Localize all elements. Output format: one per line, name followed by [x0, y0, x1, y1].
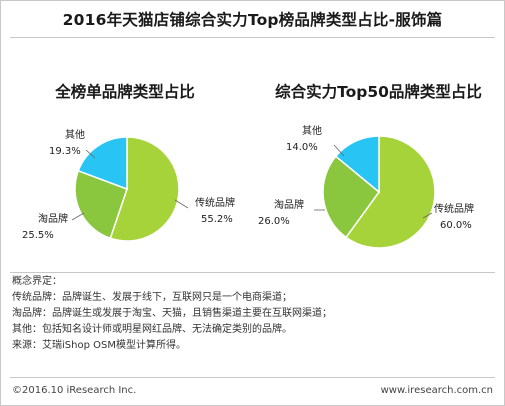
note-traditional: 传统品牌：品牌诞生、发展于线下，互联网只是一个电商渠道；	[12, 292, 292, 303]
pie-slice	[74, 169, 128, 240]
pie-chart-all-brands: 传统品牌 55.2% 淘品牌 25.5% 其他 19.3%	[22, 128, 235, 242]
pie-slice	[77, 136, 128, 191]
pie-slice	[334, 135, 380, 194]
notes-block: 概念界定： 传统品牌：品牌诞生、发展于线下，互联网只是一个电商渠道； 淘品牌：品…	[12, 274, 332, 354]
leader-line	[174, 199, 189, 209]
pie-slice	[345, 135, 436, 249]
slice-value: 55.2%	[201, 214, 233, 225]
note-source: 来源：艾瑞iShop OSM模型计算所得。	[12, 340, 186, 351]
note-taobao: 淘品牌：品牌诞生或发展于淘宝、天猫，且销售渠道主要在互联网渠道；	[12, 308, 332, 319]
leader-line	[71, 212, 85, 221]
leader-line	[85, 149, 96, 159]
pie-chart-top50-brands: 传统品牌 60.0% 淘品牌 26.0% 其他 14.0%	[258, 124, 474, 249]
slice-value: 60.0%	[440, 220, 472, 231]
notes-heading: 概念界定：	[12, 276, 62, 287]
slice-label: 其他	[65, 128, 85, 141]
slice-value: 26.0%	[258, 216, 290, 227]
pie-slice	[322, 155, 381, 239]
leader-line	[422, 212, 433, 219]
slice-label: 传统品牌	[434, 202, 474, 215]
slice-label: 淘品牌	[274, 198, 304, 211]
note-other: 其他：包括知名设计师或明星网红品牌、无法确定类别的品牌。	[12, 324, 292, 335]
chart-title-right: 综合实力Top50品牌类型占比	[275, 83, 482, 101]
slice-label: 淘品牌	[38, 212, 68, 225]
slice-label: 其他	[302, 124, 322, 137]
slice-label: 传统品牌	[195, 196, 235, 209]
figure-title: 2016年天猫店铺综合实力Top榜品牌类型占比-服饰篇	[62, 11, 443, 29]
footer-website: www.iresearch.com.cn	[380, 385, 493, 396]
slice-value: 25.5%	[22, 230, 54, 241]
footer-copyright: ©2016.10 iResearch Inc.	[12, 385, 137, 396]
slice-value: 19.3%	[49, 146, 81, 157]
notes-divider	[10, 272, 495, 273]
footer-divider	[10, 377, 495, 378]
leader-line	[333, 144, 345, 157]
slice-value: 14.0%	[286, 142, 318, 153]
title-divider	[10, 37, 495, 38]
chart-title-left: 全榜单品牌类型占比	[55, 83, 195, 101]
